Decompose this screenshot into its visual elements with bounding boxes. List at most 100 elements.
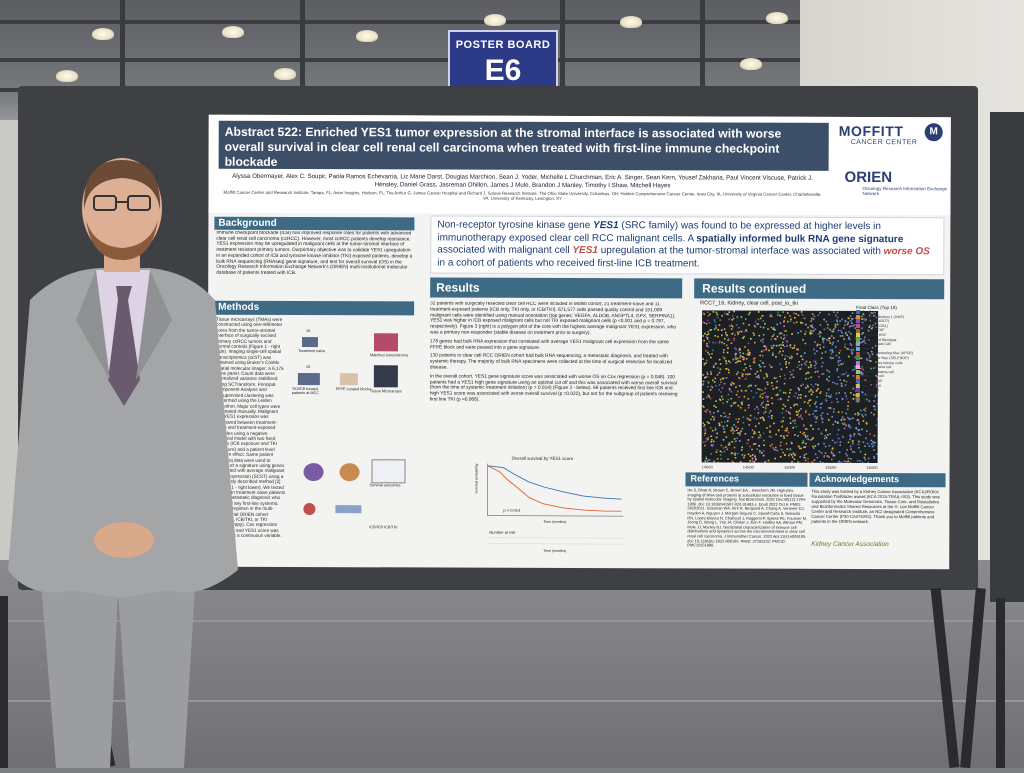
cell-point [808, 372, 810, 374]
cell-point [713, 419, 715, 421]
x-tick: 15000 [784, 465, 795, 470]
cell-point [717, 329, 719, 331]
cell-point [821, 433, 823, 435]
cell-point [741, 402, 743, 404]
cell-point [717, 462, 719, 463]
cell-point [840, 330, 842, 332]
cell-point [848, 426, 850, 428]
cell-point [732, 429, 734, 431]
km-pvalue: p = 0.014 [503, 508, 521, 513]
ceiling-light [620, 16, 642, 28]
cell-point [825, 429, 827, 431]
cell-point [763, 455, 765, 457]
cell-point [714, 328, 716, 330]
cell-point [798, 446, 800, 448]
cell-point [850, 418, 852, 420]
cell-point [723, 356, 725, 358]
cell-point [775, 447, 777, 449]
ceiling-light [484, 14, 506, 26]
orien-logo-subtitle: Oncology Research Information Exchange N… [863, 186, 949, 196]
cell-point [839, 320, 841, 322]
cell-point [704, 460, 706, 462]
cell-point [770, 314, 772, 316]
cell-point [738, 360, 740, 362]
cell-point [779, 390, 781, 392]
x-tick: 14500 [743, 465, 754, 470]
references-text: He S, Bhatt R, Brown C, Brown EA... Beec… [687, 488, 807, 564]
cell-point [825, 398, 827, 400]
cell-point [836, 319, 838, 321]
cell-point [831, 330, 833, 332]
cell-point [786, 410, 788, 412]
cell-point [782, 426, 784, 428]
cell-point [839, 452, 841, 454]
cell-point [724, 328, 726, 330]
poster-title: Abstract 522: Enriched YES1 tumor expres… [219, 121, 829, 171]
cell-point [794, 434, 796, 436]
cell-point [749, 460, 751, 462]
cell-point [717, 458, 719, 460]
cell-point [827, 434, 829, 436]
cell-point [727, 352, 729, 354]
cell-point [748, 398, 750, 400]
cell-point [758, 423, 760, 425]
cell-point [748, 407, 750, 409]
cell-point [737, 421, 739, 423]
cell-point [783, 437, 785, 439]
cell-point [780, 456, 782, 458]
cell-point [755, 321, 757, 323]
cell-point [780, 442, 782, 444]
cell-point [837, 422, 839, 424]
cell-point [771, 327, 773, 329]
cell-point [789, 453, 791, 455]
cell-point [745, 373, 747, 375]
cell-point [724, 421, 726, 423]
cell-point [783, 320, 785, 322]
cell-point [808, 367, 810, 369]
cell-point [805, 324, 807, 326]
cell-point [852, 312, 854, 314]
cell-point [815, 401, 817, 403]
cell-point [778, 352, 780, 354]
cell-point [846, 455, 848, 457]
cell-point [707, 352, 709, 354]
cell-point [758, 437, 760, 439]
cell-point [794, 345, 796, 347]
cell-point [754, 457, 756, 459]
cell-point [804, 333, 806, 335]
cell-point [793, 405, 795, 407]
cell-point [749, 312, 751, 314]
cell-point [824, 435, 826, 437]
cell-point [758, 409, 760, 411]
cell-point [733, 383, 735, 385]
patient-icon [302, 337, 318, 347]
cell-point [828, 395, 830, 397]
cell-point [833, 411, 835, 413]
cell-point [787, 341, 789, 343]
cell-point [728, 399, 730, 401]
cell-point [815, 421, 817, 423]
cell-point [721, 329, 723, 331]
cell-point [731, 441, 733, 443]
poster-authors: Alyssa Obermayer, Alex C. Soupir, Paola … [221, 173, 825, 190]
cell-point [703, 441, 705, 443]
cell-point [710, 436, 712, 438]
cell-point [844, 346, 846, 348]
cell-point [805, 443, 807, 445]
cell-point [814, 416, 816, 418]
cell-point [790, 320, 792, 322]
cell-point [803, 318, 805, 320]
cell-point [753, 332, 755, 334]
cell-point [756, 371, 758, 373]
cell-point [784, 337, 786, 339]
cell-point [734, 334, 736, 336]
cell-point [838, 462, 840, 464]
cell-point [754, 408, 756, 410]
cell-point [799, 456, 801, 458]
cell-point [709, 314, 711, 316]
cell-point [765, 349, 767, 351]
cell-point [771, 444, 773, 446]
cell-point [840, 335, 842, 337]
cell-point [833, 331, 835, 333]
